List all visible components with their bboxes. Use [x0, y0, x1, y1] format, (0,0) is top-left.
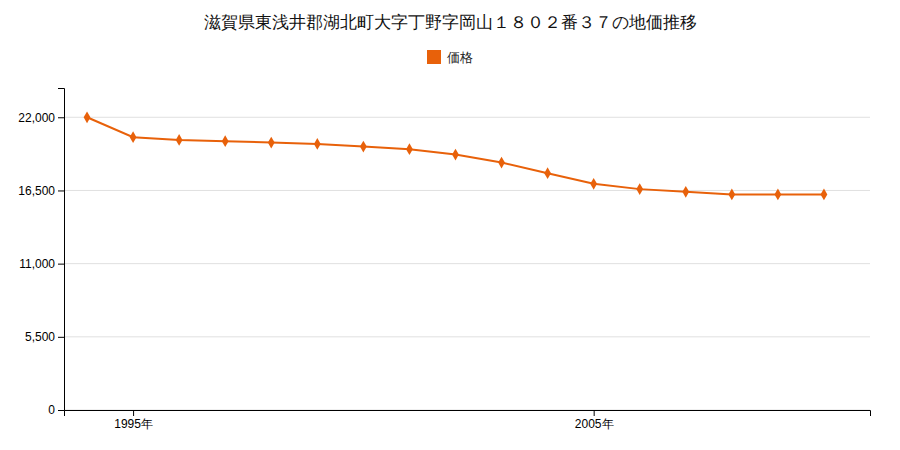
y-axis: 0 5,500 11,000 16,500 22,000	[18, 89, 64, 418]
marker	[774, 189, 781, 201]
y-tick-mark	[58, 117, 64, 118]
marker	[452, 149, 459, 161]
marker	[544, 167, 551, 179]
marker	[360, 141, 367, 153]
x-axis-line	[65, 411, 871, 417]
legend: 価格	[427, 50, 473, 65]
grid-line	[64, 336, 870, 337]
plot: 1995年 2005年 0 5,500 11,000 16,500 22,000	[18, 89, 870, 431]
marker	[406, 143, 413, 155]
marker	[268, 137, 275, 149]
x-tick-label: 1995年	[114, 417, 153, 431]
marker	[176, 134, 183, 146]
marker	[590, 178, 597, 190]
y-tick-mark	[58, 337, 64, 338]
marker	[728, 189, 735, 201]
y-tick: 0	[48, 403, 64, 417]
legend-label: 価格	[447, 50, 473, 65]
legend-item: 価格	[427, 50, 473, 65]
legend-swatch	[427, 50, 441, 64]
x-tick: 1995年	[114, 410, 153, 431]
marker	[314, 138, 321, 150]
marker	[636, 183, 643, 195]
y-tick-label: 5,500	[25, 330, 55, 344]
y-tick-mark	[58, 264, 64, 265]
y-tick-label: 22,000	[18, 111, 55, 125]
y-tick-label: 0	[48, 403, 55, 417]
line	[87, 117, 824, 194]
y-tick: 11,000	[19, 257, 64, 271]
y-tick: 16,500	[18, 184, 64, 198]
x-tick: 2005年	[575, 410, 614, 431]
grid-line	[64, 263, 870, 264]
x-tick-label: 2005年	[575, 417, 614, 431]
title: 滋賀県東浅井郡湖北町大字丁野字岡山１８０２番３７の地価推移	[204, 12, 697, 32]
grid	[64, 117, 870, 410]
x-tick-mark	[133, 410, 134, 416]
grid-line	[64, 190, 870, 191]
y-tick: 5,500	[25, 330, 64, 344]
grid-line	[64, 117, 870, 118]
chart: 1995年 2005年 0 5,500 11,000 16,500 22,000 滋賀県東浅井…	[0, 0, 900, 450]
y-axis-line	[58, 89, 65, 411]
y-tick: 22,000	[18, 111, 64, 125]
marker	[821, 189, 828, 201]
x-axis: 1995年 2005年	[65, 410, 871, 431]
marker	[498, 157, 505, 169]
marker	[84, 111, 91, 123]
marks	[84, 111, 828, 200]
y-tick-label: 16,500	[18, 184, 55, 198]
marker	[130, 131, 137, 143]
y-tick-label: 11,000	[19, 257, 55, 271]
y-tick-mark	[58, 190, 64, 191]
marker	[222, 135, 229, 147]
x-tick-mark	[594, 410, 595, 416]
marker	[682, 186, 689, 198]
y-tick-mark	[58, 410, 64, 411]
